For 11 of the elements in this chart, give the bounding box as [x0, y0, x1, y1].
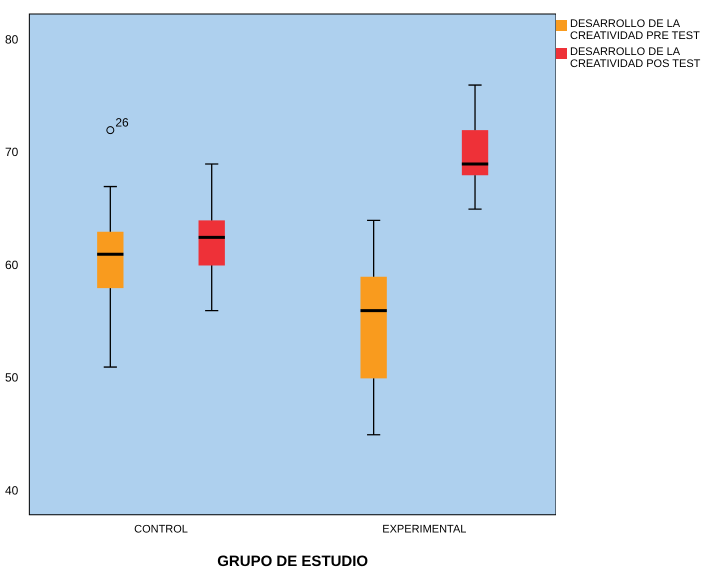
- x-axis-title: GRUPO DE ESTUDIO: [217, 553, 368, 570]
- x-tick-label: CONTROL: [134, 523, 188, 536]
- x-tick-label: EXPERIMENTAL: [382, 523, 466, 536]
- legend-label: DESARROLLO DE LA CREATIVIDAD PRE TEST: [570, 18, 701, 42]
- y-tick-label: 50: [4, 370, 19, 385]
- y-tick-label: 70: [4, 145, 19, 160]
- y-tick-label: 80: [4, 32, 19, 46]
- y-tick-label: 40: [4, 483, 19, 498]
- legend-label: DESARROLLO DE LA CREATIVIDAD POS TEST: [570, 46, 702, 70]
- y-tick-label: 60: [4, 258, 19, 272]
- annotation: 26: [115, 115, 129, 130]
